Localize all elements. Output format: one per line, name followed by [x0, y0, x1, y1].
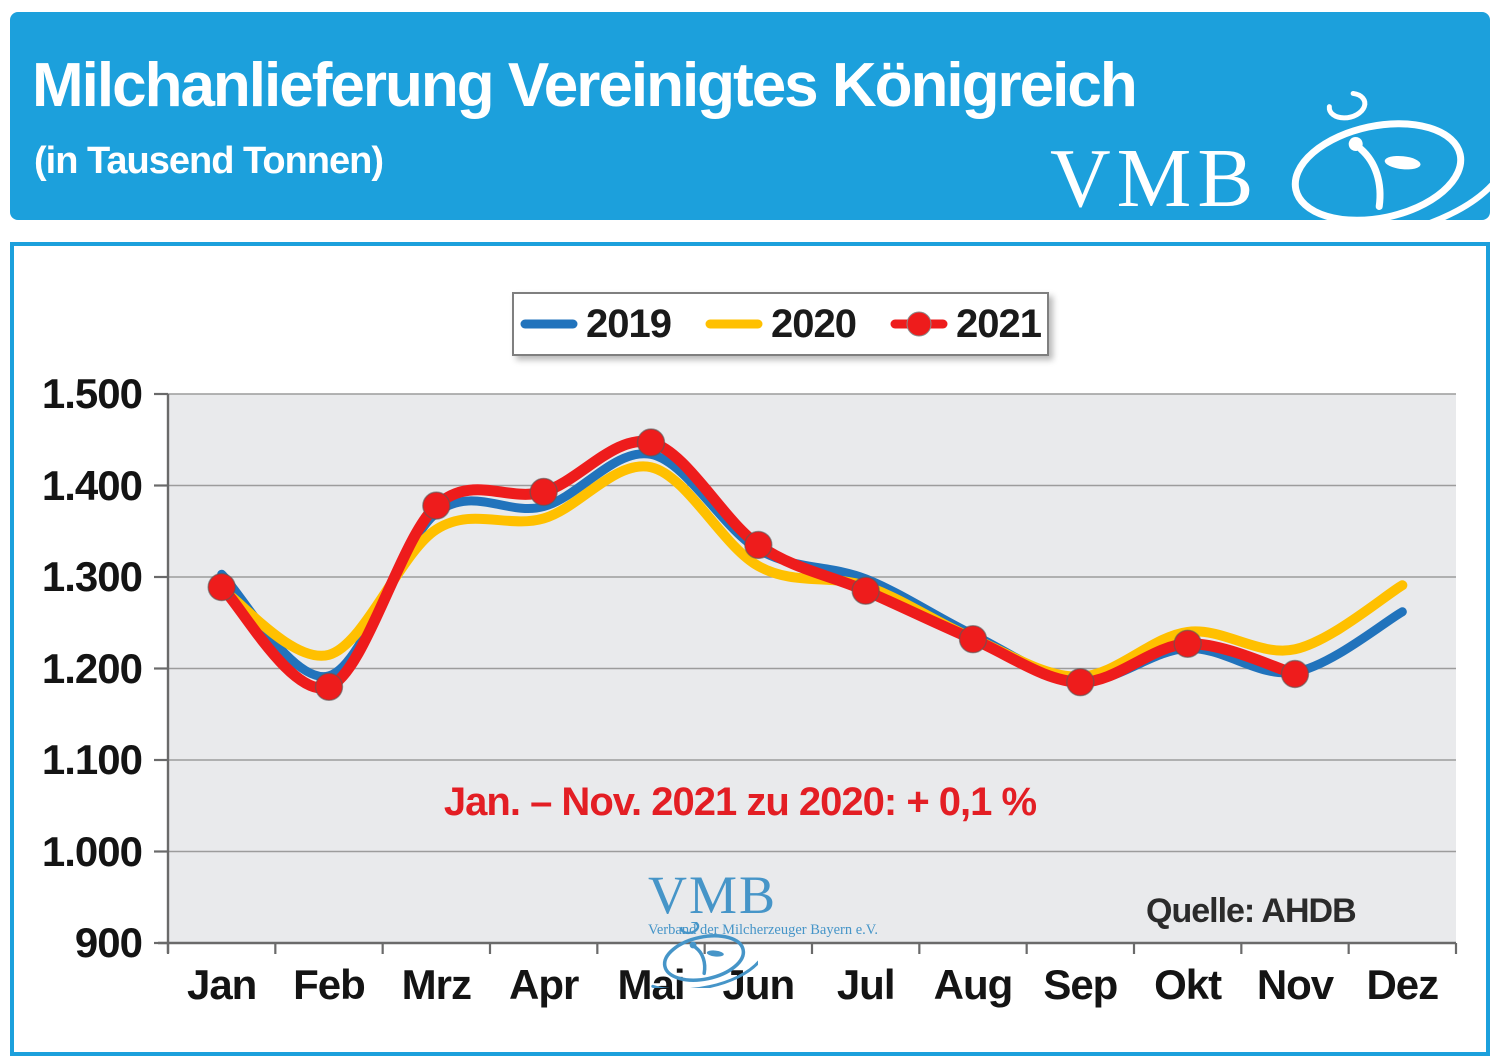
line-swatch-yellow-icon: [705, 319, 763, 329]
source-note: Quelle: AHDB: [1146, 892, 1357, 930]
marker-2021: [636, 428, 666, 457]
x-axis-label: Nov: [1256, 961, 1334, 1008]
legend-label: 2020: [771, 301, 857, 346]
line-marker-swatch-red-icon: [890, 311, 948, 337]
x-axis-label: Mrz: [401, 961, 472, 1008]
series-line-2021: [216, 435, 1301, 694]
marker-2021: [1280, 659, 1310, 689]
x-axis-label: Dez: [1366, 961, 1439, 1008]
marker-2021: [529, 477, 558, 507]
x-axis-label: Feb: [293, 961, 366, 1008]
y-axis-label: 1.400: [41, 461, 143, 509]
marker-2021: [958, 625, 988, 654]
page-subtitle: (in Tausend Tonnen): [34, 140, 384, 182]
delta-annotation: Jan. – Nov. 2021 zu 2020: + 0,1 %: [443, 780, 1037, 824]
vmb-logo-icon: [1265, 90, 1490, 220]
legend-label: 2019: [586, 301, 672, 346]
x-axis-label: Okt: [1154, 961, 1222, 1008]
vmb-watermark-text: VMB: [648, 865, 778, 925]
legend-item-2020: 2020: [705, 301, 857, 347]
marker-2021: [851, 576, 880, 605]
x-axis-label: Apr: [508, 961, 579, 1008]
chart-legend: 2019 2020 2021: [512, 292, 1049, 356]
marker-2021: [422, 491, 451, 520]
page-title: Milchanlieferung Vereinigtes Königreich: [32, 51, 1138, 120]
y-axis-label: 1.300: [41, 553, 143, 600]
legend-item-2021: 2021: [890, 301, 1042, 347]
y-axis-label: 1.500: [41, 370, 143, 417]
x-axis-label: Mai: [617, 961, 685, 1008]
legend-item-2019: 2019: [520, 301, 672, 347]
marker-2021: [1066, 668, 1095, 697]
vmb-watermark-caption: Verband der Milcherzeuger Bayern e.V.: [648, 922, 879, 938]
legend-label: 2021: [955, 301, 1042, 346]
x-axis-label: Jun: [722, 961, 795, 1008]
marker-2021: [744, 530, 773, 560]
x-axis-label: Aug: [933, 961, 1014, 1008]
y-axis-label: 1.100: [41, 736, 143, 783]
y-axis-label: 1.000: [41, 827, 143, 875]
marker-2021: [1173, 629, 1202, 658]
vmb-logo-text: VMB: [1050, 132, 1260, 225]
header-banner: Milchanlieferung Vereinigtes Königreich …: [10, 12, 1490, 225]
line-swatch-blue-icon: [520, 319, 578, 329]
marker-2021: [207, 572, 236, 602]
vmb-watermark-icon: [651, 920, 761, 992]
x-axis-label: Jan: [186, 961, 257, 1008]
x-axis-label: Jul: [836, 961, 896, 1008]
x-axis-label: Sep: [1043, 961, 1118, 1008]
y-axis-label: 1.200: [41, 644, 143, 692]
marker-2021: [314, 672, 344, 701]
vmb-watermark: VMB: [648, 865, 888, 992]
y-axis-label: 900: [74, 919, 143, 966]
